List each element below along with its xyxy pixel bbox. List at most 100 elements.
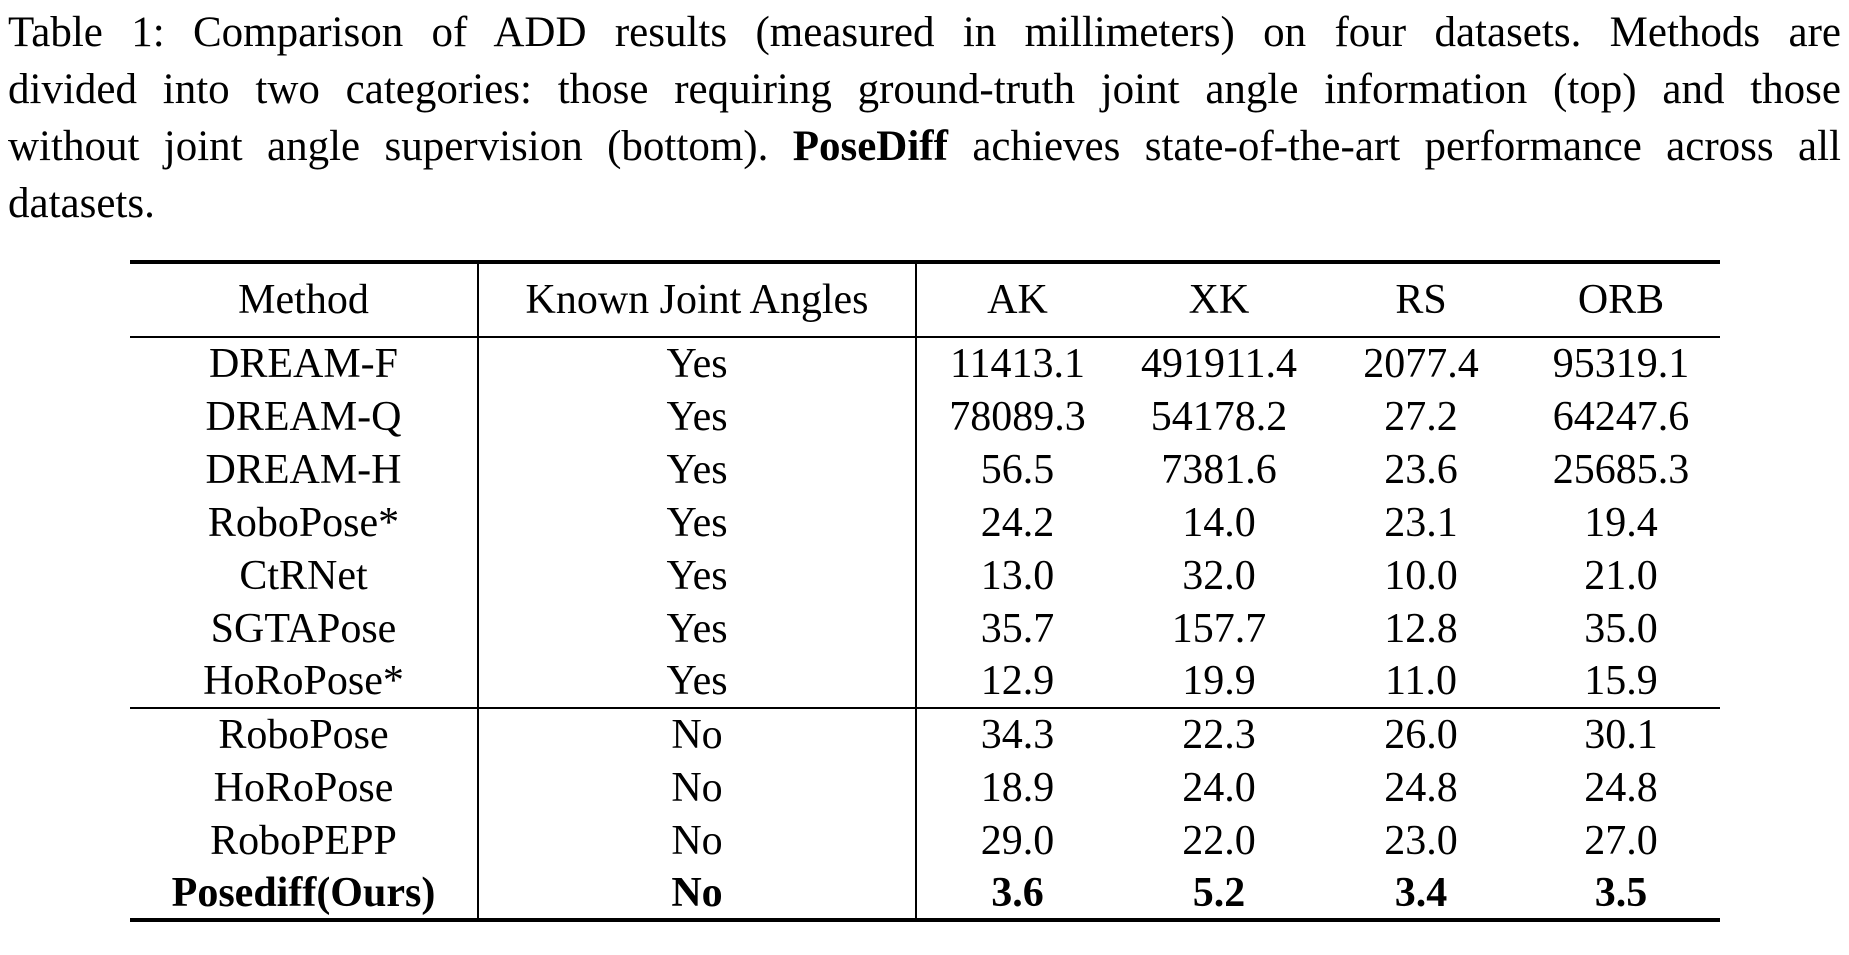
method-cell: DREAM-H	[130, 443, 479, 496]
joint-angles-cell: Yes	[478, 390, 917, 443]
table-row-ours: Posediff(Ours) No 3.6 5.2 3.4 3.5	[130, 867, 1720, 920]
joint-angles-cell: Yes	[478, 549, 917, 602]
value-cell: 23.1	[1384, 499, 1458, 546]
value-cell: 30.1	[1522, 707, 1720, 761]
col-header-xk: XK	[1118, 262, 1320, 338]
value-cell: 35.7	[980, 605, 1055, 652]
caption-line-2: divided into two categories: those requi…	[8, 61, 1841, 118]
table-body-without-joint-angles: RoboPose No 34.3 22.3 26.0 30.1 HoRoPose…	[130, 707, 1720, 920]
caption-text: achieves state-of-the-art performance ac…	[947, 123, 1841, 170]
joint-angles-cell: Yes	[478, 655, 917, 708]
value-cell: 19.4	[1584, 499, 1658, 546]
table-row: DREAM-F Yes 11413.1 491911.4 2077.4 9531…	[130, 337, 1720, 390]
results-table: Method Known Joint Angles AK XK RS ORB D…	[130, 260, 1720, 922]
table-body-with-joint-angles: DREAM-F Yes 11413.1 491911.4 2077.4 9531…	[130, 337, 1720, 708]
method-cell: RoboPose	[130, 707, 479, 761]
method-cell: DREAM-Q	[130, 390, 479, 443]
table-head: Method Known Joint Angles AK XK RS ORB	[130, 262, 1720, 338]
value-cell: 13.0	[980, 552, 1055, 599]
col-header-orb: ORB	[1522, 262, 1720, 338]
value-cell: 24.2	[980, 499, 1055, 546]
method-cell: RoboPEPP	[130, 814, 479, 867]
value-cell: 12.8	[1384, 605, 1458, 652]
table-row: DREAM-Q Yes 78089.3 54178.2 27.2 64247.6	[130, 390, 1720, 443]
value-cell: 25685.3	[1552, 446, 1690, 493]
results-table-container: Method Known Joint Angles AK XK RS ORB D…	[130, 260, 1720, 922]
table-row: HoRoPose No 18.9 24.0 24.8 24.8	[130, 761, 1720, 814]
caption-text: datasets.	[8, 180, 155, 227]
method-cell: HoRoPose	[130, 761, 479, 814]
value-cell: 3.6	[991, 869, 1044, 916]
value-cell: 11.0	[1385, 658, 1457, 704]
value-cell: 3.4	[1394, 869, 1448, 916]
col-header-method: Method	[130, 262, 479, 338]
value-cell: 54178.2	[1150, 393, 1288, 440]
value-cell: 7381.6	[1161, 446, 1277, 493]
caption-text: divided into two categories: those requi…	[8, 66, 1841, 113]
method-cell: Posediff(Ours)	[130, 867, 479, 920]
caption-line-1: Table 1: Comparison of ADD results (meas…	[8, 4, 1841, 61]
caption-line-4: datasets.	[8, 175, 1841, 232]
value-cell: 11413.1	[950, 341, 1085, 387]
value-cell: 3.5	[1594, 869, 1648, 916]
joint-angles-cell: Yes	[478, 496, 917, 549]
value-cell: 95319.1	[1552, 341, 1690, 387]
value-cell: 14.0	[1182, 499, 1256, 546]
value-cell: 26.0	[1320, 707, 1522, 761]
col-header-ak: AK	[916, 262, 1118, 338]
value-cell: 157.7	[1171, 605, 1267, 652]
value-cell: 56.5	[980, 446, 1055, 493]
caption-text: without joint angle supervision (bottom)…	[8, 123, 793, 170]
value-cell: 21.0	[1584, 552, 1658, 599]
value-cell: 35.0	[1584, 605, 1658, 652]
value-cell: 23.6	[1384, 446, 1458, 493]
method-name-bold: PoseDiff	[792, 123, 948, 170]
value-cell: 15.9	[1584, 658, 1658, 704]
value-cell: 2077.4	[1363, 341, 1479, 387]
col-header-rs: RS	[1320, 262, 1522, 338]
value-cell: 64247.6	[1552, 393, 1690, 440]
joint-angles-cell: Yes	[478, 443, 917, 496]
value-cell: 19.9	[1182, 658, 1256, 704]
method-cell: DREAM-F	[130, 337, 479, 390]
joint-angles-cell: Yes	[478, 602, 917, 655]
caption-line-3: without joint angle supervision (bottom)…	[8, 118, 1841, 175]
table-row: RoboPEPP No 29.0 22.0 23.0 27.0	[130, 814, 1720, 867]
table-row: DREAM-H Yes 56.5 7381.6 23.6 25685.3	[130, 443, 1720, 496]
value-cell: 27.2	[1384, 393, 1458, 440]
value-cell: 24.0	[1182, 764, 1256, 811]
value-cell: 32.0	[1182, 552, 1256, 599]
table-row: SGTAPose Yes 35.7 157.7 12.8 35.0	[130, 602, 1720, 655]
method-cell: HoRoPose*	[130, 655, 479, 708]
method-cell: SGTAPose	[130, 602, 479, 655]
value-cell: 78089.3	[949, 393, 1086, 440]
value-cell: 18.9	[980, 764, 1055, 811]
col-header-known-joint-angles: Known Joint Angles	[478, 262, 917, 338]
value-cell: 24.8	[1584, 764, 1658, 811]
value-cell: 22.3	[1118, 707, 1320, 761]
value-cell: 5.2	[1192, 869, 1246, 916]
value-cell: 10.0	[1384, 552, 1458, 599]
value-cell: 22.0	[1182, 817, 1256, 864]
table-caption: Table 1: Comparison of ADD results (meas…	[8, 4, 1841, 232]
value-cell: 34.3	[916, 707, 1118, 761]
caption-text: Table 1: Comparison of ADD results (meas…	[8, 9, 1841, 56]
value-cell: 24.8	[1384, 764, 1458, 811]
value-cell: 23.0	[1384, 817, 1458, 864]
table-row: HoRoPose* Yes 12.9 19.9 11.0 15.9	[130, 655, 1720, 708]
table-row: CtRNet Yes 13.0 32.0 10.0 21.0	[130, 549, 1720, 602]
joint-angles-cell: No	[478, 761, 917, 814]
value-cell: 12.9	[980, 658, 1055, 704]
method-cell: CtRNet	[130, 549, 479, 602]
joint-angles-cell: No	[478, 814, 917, 867]
table-row: RoboPose* Yes 24.2 14.0 23.1 19.4	[130, 496, 1720, 549]
joint-angles-cell: No	[478, 707, 917, 761]
joint-angles-cell: Yes	[478, 337, 917, 390]
value-cell: 29.0	[980, 817, 1055, 864]
joint-angles-cell: No	[478, 867, 917, 920]
header-row: Method Known Joint Angles AK XK RS ORB	[130, 262, 1720, 338]
table-row: RoboPose No 34.3 22.3 26.0 30.1	[130, 707, 1720, 761]
value-cell: 27.0	[1584, 817, 1658, 864]
method-cell: RoboPose*	[130, 496, 479, 549]
